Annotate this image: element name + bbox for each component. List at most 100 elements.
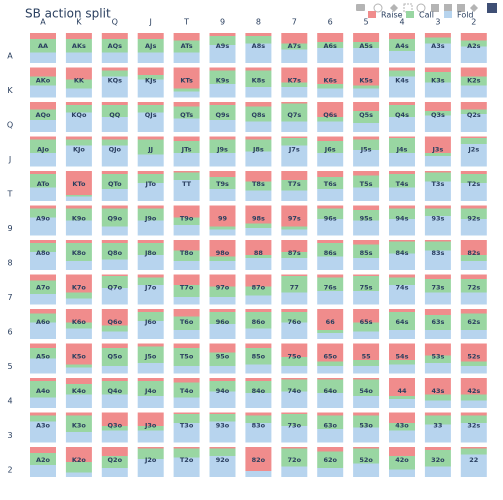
- cell-label: Q8o: [108, 249, 123, 257]
- bar-segment: [137, 343, 164, 347]
- cell-label: AJo: [37, 146, 49, 154]
- cell-label: QJo: [109, 146, 122, 154]
- bar-segment: [209, 33, 236, 36]
- bar-segment: [173, 52, 200, 63]
- bar-segment: [65, 139, 92, 146]
- bar-segment: [317, 330, 344, 333]
- bar-segment: [424, 240, 451, 242]
- cell-label: 43o: [395, 422, 409, 430]
- bar-segment: [101, 378, 128, 381]
- bar-segment: [281, 190, 308, 201]
- bar-segment: [65, 208, 92, 221]
- bar-segment: [209, 177, 236, 189]
- bar-segment: [245, 274, 272, 287]
- bar-segment: [245, 171, 272, 182]
- bar-segment: [389, 312, 415, 330]
- bar-segment: [460, 448, 487, 455]
- cell-label: A2s: [467, 42, 481, 50]
- bar-segment: [30, 136, 56, 140]
- bar-segment: [65, 328, 92, 339]
- bar-segment: [65, 309, 92, 323]
- bar-segment: [460, 366, 487, 374]
- cell-label: K9o: [72, 215, 87, 223]
- bar-segment: [424, 102, 451, 111]
- y-tick-label: 9: [7, 224, 12, 233]
- bar-segment: [281, 33, 308, 44]
- select-icon[interactable]: [403, 3, 413, 13]
- lasso-icon[interactable]: [416, 3, 426, 13]
- bar-segment: [101, 274, 128, 276]
- cell-label: 62o: [323, 456, 337, 464]
- bar-segment: [245, 255, 272, 258]
- bar-segment: [209, 447, 236, 449]
- bar-segment: [209, 343, 236, 353]
- cell-label: J4s: [396, 146, 408, 154]
- bar-segment: [173, 414, 200, 423]
- legend-swatch[interactable]: [406, 11, 414, 18]
- x-tick-label: 5: [364, 18, 369, 27]
- bar-segment: [30, 343, 56, 348]
- bar-segment: [65, 52, 92, 63]
- cell-label: JJ: [147, 146, 153, 154]
- pan-icon[interactable]: [390, 4, 398, 12]
- bar-segment: [281, 103, 308, 122]
- zoom-out-icon[interactable]: [444, 4, 452, 12]
- bar-segment: [173, 67, 200, 89]
- bar-segment: [389, 33, 415, 39]
- bar-segment: [101, 348, 128, 366]
- cell-label: 85s: [360, 249, 373, 257]
- bar-segment: [317, 274, 344, 278]
- bar-segment: [424, 208, 451, 216]
- bar-segment: [353, 171, 380, 176]
- cell-label: 55: [362, 353, 372, 361]
- bar-segment: [137, 426, 164, 431]
- cell-label: 85o: [252, 353, 266, 361]
- zoom-icon[interactable]: [373, 3, 383, 13]
- bar-segment: [65, 102, 92, 105]
- legend-swatch[interactable]: [368, 11, 376, 18]
- bar-segment: [245, 136, 272, 140]
- autoscale-icon[interactable]: [457, 4, 465, 12]
- camera-icon[interactable]: [356, 4, 365, 11]
- bar-segment: [353, 427, 380, 443]
- plotly-logo[interactable]: [487, 3, 497, 13]
- cell-label: 88: [254, 249, 264, 257]
- bar-segment: [101, 33, 128, 39]
- bar-segment: [209, 324, 236, 339]
- bar-segment: [281, 205, 308, 227]
- legend-label[interactable]: Call: [419, 11, 434, 20]
- legend-swatch[interactable]: [444, 11, 452, 18]
- bar-segment: [389, 430, 415, 443]
- bar-segment: [30, 171, 56, 174]
- bar-segment: [65, 79, 92, 89]
- bar-segment: [317, 291, 344, 305]
- bar-segment: [173, 447, 200, 449]
- bar-segment: [460, 171, 487, 174]
- zoom-in-icon[interactable]: [431, 4, 439, 12]
- bar-segment: [317, 171, 344, 177]
- cell-label: 52s: [467, 353, 480, 361]
- bar-segment: [424, 274, 451, 279]
- bar-segment: [317, 361, 344, 366]
- bar-segment: [245, 139, 272, 152]
- legend-label[interactable]: Raise: [381, 11, 403, 20]
- bar-segment: [317, 117, 344, 122]
- bar-segment: [101, 430, 128, 443]
- bar-segment: [137, 448, 164, 459]
- cell-label: K2o: [72, 456, 87, 464]
- cell-label: 99: [218, 215, 228, 223]
- bar-segment: [389, 274, 415, 278]
- bar-segment: [460, 240, 487, 255]
- bar-segment: [424, 394, 451, 401]
- cell-label: 75o: [288, 353, 302, 361]
- reset-icon[interactable]: [470, 4, 478, 12]
- bar-segment: [245, 33, 272, 36]
- x-tick-label: A: [40, 18, 46, 27]
- y-tick-label: 2: [7, 466, 12, 475]
- bar-segment: [281, 378, 308, 380]
- cell-label: T9o: [180, 215, 194, 223]
- bar-segment: [245, 151, 272, 167]
- bar-segment: [353, 220, 380, 236]
- legend-label[interactable]: Fold: [457, 11, 474, 20]
- cell-label: A9s: [216, 42, 230, 50]
